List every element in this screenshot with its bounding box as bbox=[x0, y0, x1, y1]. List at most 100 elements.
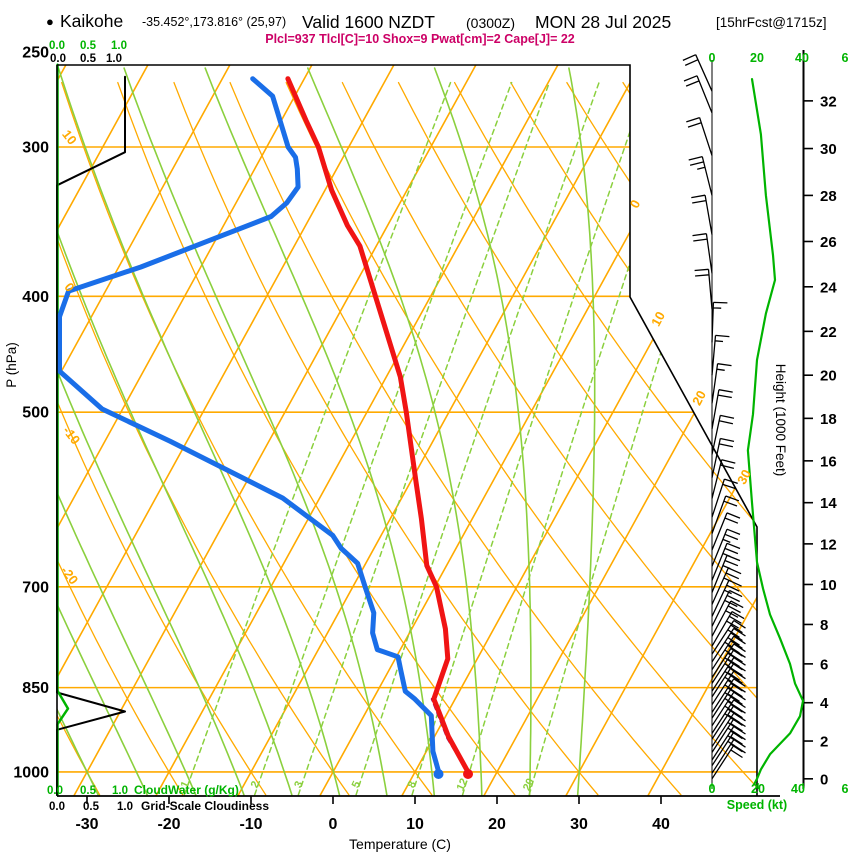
wind-barb-26.3kft-22kt bbox=[691, 194, 713, 235]
mixing-ratio-line-5 bbox=[355, 81, 600, 796]
pressure-label-700: 700 bbox=[22, 579, 49, 596]
wind-barb-6.5kft-31kt bbox=[711, 619, 746, 655]
cloudwater-scale-top-2: 1.0 bbox=[111, 40, 127, 52]
wind-barb-21.5kft-17kt bbox=[711, 301, 728, 343]
wind-barb-24.6kft-20kt bbox=[692, 233, 713, 274]
pressure-label-500: 500 bbox=[22, 405, 49, 422]
cloudiness-scale-bottom-2: 1.0 bbox=[117, 801, 133, 813]
wind-barb-9kft-26kt bbox=[711, 567, 742, 605]
mixing-ratio-line-3 bbox=[297, 81, 551, 796]
wind-barb-16.3kft-19kt bbox=[711, 414, 735, 455]
cloudiness-scale-top-2: 1.0 bbox=[106, 53, 122, 65]
speed-label-bottom-1: 20 bbox=[751, 782, 765, 796]
wind-barb-0kft-20kt bbox=[711, 744, 746, 780]
wind-barb-6.1kft-33kt bbox=[711, 627, 746, 663]
dry-adiabat-80 bbox=[453, 81, 757, 796]
mixing-ratio-label-8: 8 bbox=[406, 779, 419, 790]
wind-barb-0.3kft-22kt bbox=[711, 739, 746, 774]
cloudiness-scale-top-0: 0.0 bbox=[50, 53, 66, 65]
moist-adiabat-12 bbox=[204, 67, 435, 796]
isotherm--70 bbox=[57, 65, 149, 796]
dry-adiabat--30 bbox=[57, 81, 101, 796]
dry-adiabat--20 bbox=[57, 81, 184, 796]
pressure-label-300: 300 bbox=[22, 140, 49, 157]
wind-barb-5.7kft-34kt bbox=[711, 635, 746, 671]
moist-adiabat--6 bbox=[57, 67, 293, 796]
isotherm-10 bbox=[401, 65, 757, 796]
pressure-label-250: 250 bbox=[22, 45, 49, 62]
wind-barb-10.2kft-24kt bbox=[711, 542, 741, 581]
speed-label-top-2: 40 bbox=[795, 51, 809, 65]
mixing-ratio-label-12: 12 bbox=[455, 777, 471, 793]
cloudiness-scale-bottom-1: 0.5 bbox=[83, 801, 100, 813]
cloudwater-scale-bottom-2: 1.0 bbox=[112, 785, 128, 797]
wind-barb-32.4kft-19kt bbox=[682, 54, 713, 92]
wind-barb-31.5kft-20kt bbox=[683, 75, 713, 114]
wind-barb-23kft-18kt bbox=[694, 268, 713, 310]
mixing-ratio-label-2: 2 bbox=[249, 779, 262, 790]
wind-barb-28kft-23kt bbox=[688, 155, 713, 196]
dry-adiabat-label--20: -20 bbox=[58, 563, 81, 587]
cloudiness-scale-top-1: 0.5 bbox=[80, 53, 97, 65]
moist-adiabat--18 bbox=[57, 67, 197, 796]
valid-date: MON 28 Jul 2025 bbox=[535, 12, 671, 32]
wind-barb-14.2kft-19kt bbox=[711, 459, 736, 499]
speed-label-top-0: 0 bbox=[709, 51, 716, 65]
temperature-label-40: 40 bbox=[652, 816, 670, 833]
cloudwater-scale-top-1: 0.5 bbox=[80, 40, 97, 52]
wind-barb-18.7kft-17kt bbox=[711, 363, 732, 404]
wind-speed-profile bbox=[746, 78, 805, 786]
moist-adiabat-24 bbox=[433, 67, 532, 796]
mixing-ratio-label-3: 3 bbox=[292, 779, 305, 790]
pressure-label-1000: 1000 bbox=[13, 764, 49, 781]
height-label-30: 30 bbox=[820, 141, 837, 158]
height-label-26: 26 bbox=[820, 234, 837, 251]
pressure-label-850: 850 bbox=[22, 680, 49, 697]
temperature-label-0: 0 bbox=[329, 816, 338, 833]
dry-adiabat-70 bbox=[397, 81, 757, 796]
sounding-profile-lines bbox=[57, 76, 474, 779]
wind-barb-2.8kft-34kt bbox=[711, 691, 746, 727]
height-label-32: 32 bbox=[820, 93, 837, 110]
station-name: Kaikohe bbox=[60, 11, 123, 31]
mixing-ratio-label-5: 5 bbox=[350, 779, 363, 790]
wind-barb-3.9kft-37kt bbox=[711, 670, 746, 706]
mixing-ratio-line-2 bbox=[253, 81, 513, 796]
temperature-label--10: -10 bbox=[239, 816, 262, 833]
moist-adiabat--30 bbox=[57, 67, 99, 796]
temperature-curve bbox=[285, 76, 472, 776]
height-label-14: 14 bbox=[820, 495, 837, 512]
height-label-6: 6 bbox=[820, 656, 828, 673]
sounding-indices: Plcl=937 Tlcl[C]=10 Shox=9 Pwat[cm]=2 Ca… bbox=[265, 32, 575, 46]
wind-barb-6.9kft-30kt bbox=[711, 611, 745, 647]
dry-adiabat--10 bbox=[57, 81, 267, 796]
cloudwater-scale-bottom-1: 0.5 bbox=[80, 785, 97, 797]
isotherm-20 bbox=[483, 65, 757, 796]
mixing-ratio-line-1 bbox=[183, 81, 452, 796]
surface-temperature-dot bbox=[463, 769, 474, 779]
moist-adiabat-30 bbox=[568, 67, 596, 796]
wind-barb-2.4kft-33kt bbox=[711, 699, 746, 734]
isotherm--20 bbox=[155, 65, 559, 796]
dewpoint-curve bbox=[57, 76, 442, 776]
dry-adiabat-50 bbox=[285, 81, 757, 796]
mixing-ratio-label-20: 20 bbox=[521, 777, 537, 793]
surface-dewpoint-dot bbox=[433, 769, 444, 779]
speed-label-top-1: 20 bbox=[750, 51, 764, 65]
wind-barb-0.7kft-25kt bbox=[711, 731, 746, 767]
cloudiness-scale-bottom-0: 0.0 bbox=[49, 801, 65, 813]
skewt-grid bbox=[57, 65, 757, 796]
isotherm-40 bbox=[647, 65, 757, 796]
wind-barb-11.7kft-22kt bbox=[711, 512, 741, 551]
speed-axis-title: Speed (kt) bbox=[727, 798, 787, 812]
temperature-label-10: 10 bbox=[406, 816, 424, 833]
mixing-ratio-label-1: 1 bbox=[179, 779, 192, 790]
wind-barb-4.6kft-37kt bbox=[711, 657, 746, 692]
height-label-0: 0 bbox=[820, 771, 828, 788]
isotherm-label-20: 20 bbox=[689, 388, 709, 408]
moist-adiabat--24 bbox=[57, 67, 148, 796]
wind-barb-13.3kft-20kt bbox=[711, 478, 738, 518]
valid-time-utc: (0300Z) bbox=[466, 15, 515, 31]
height-label-16: 16 bbox=[820, 453, 837, 470]
